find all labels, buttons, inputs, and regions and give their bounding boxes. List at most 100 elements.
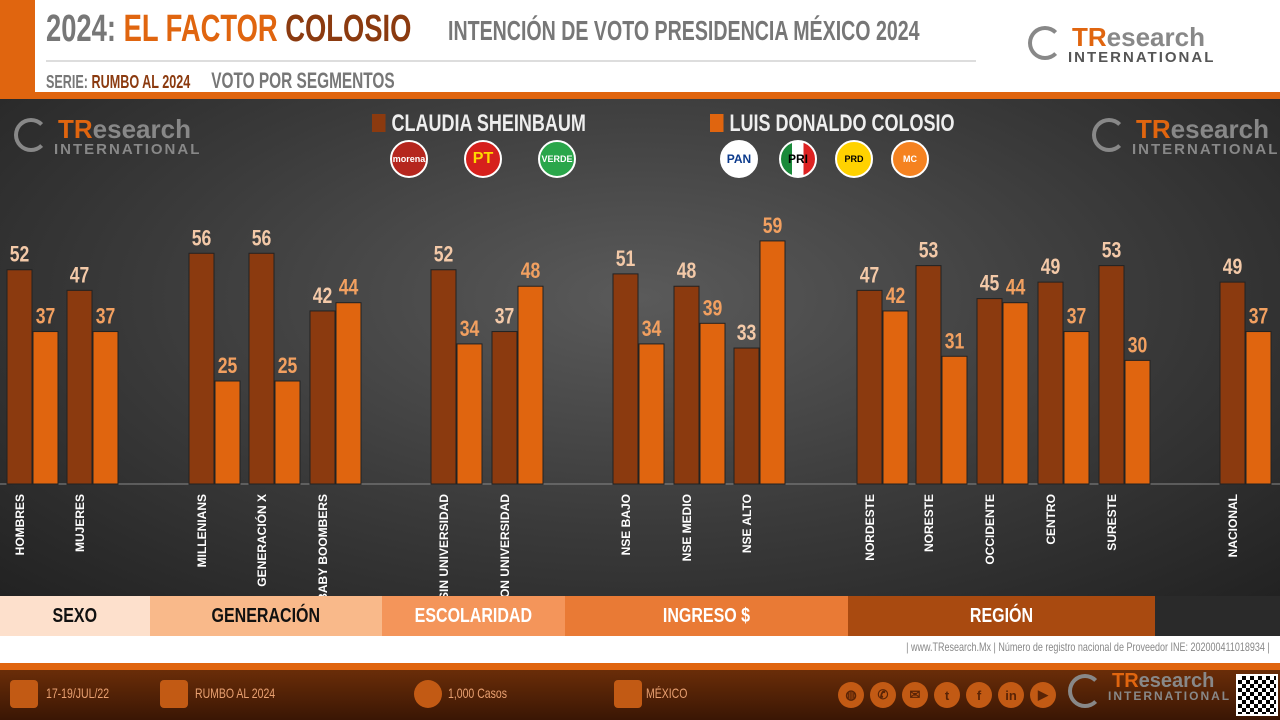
bar-sheinbaum xyxy=(733,347,760,485)
globe-icon[interactable]: ◍ xyxy=(838,682,864,708)
data-label: 33 xyxy=(737,321,757,345)
data-label: 47 xyxy=(70,264,90,288)
bar-sheinbaum xyxy=(1037,281,1064,485)
bar-colosio xyxy=(1245,331,1272,485)
bar-sheinbaum xyxy=(248,252,275,485)
email-icon[interactable]: ✉ xyxy=(902,682,928,708)
facebook-icon[interactable]: f xyxy=(966,682,992,708)
bar-colosio xyxy=(941,355,968,485)
data-label: 31 xyxy=(945,330,965,354)
data-label: 42 xyxy=(313,284,333,308)
data-label: 52 xyxy=(434,243,454,267)
footer-place: MÉXICO xyxy=(646,685,688,701)
category-label: NSE BAJO xyxy=(619,494,633,555)
data-label: 37 xyxy=(1067,305,1087,329)
bar-sheinbaum xyxy=(6,269,33,485)
bar-sheinbaum xyxy=(309,310,336,485)
bar-colosio xyxy=(335,302,362,485)
data-label: 56 xyxy=(252,227,272,251)
data-label: 53 xyxy=(919,239,939,263)
linkedin-icon[interactable]: in xyxy=(998,682,1024,708)
category-label: NORDESTE xyxy=(863,494,877,561)
prd-logo: PRD xyxy=(835,140,873,178)
qr-code[interactable] xyxy=(1236,674,1278,716)
footer-cases: 1,000 Casos xyxy=(448,685,507,701)
category-label: HOMBRES xyxy=(13,494,27,555)
header: 2024: EL FACTOR COLOSIO INTENCIÓN DE VOT… xyxy=(0,0,1280,93)
source-note: | www.TResearch.Mx | Número de registro … xyxy=(906,640,1270,654)
mc-logo: MC xyxy=(891,140,929,178)
group-label: SEXO xyxy=(0,596,150,636)
data-label: 48 xyxy=(521,259,541,283)
data-label: 45 xyxy=(980,272,1000,296)
data-label: 44 xyxy=(339,276,359,300)
tresearch-logo: TResearch INTERNATIONAL xyxy=(1028,22,1215,66)
data-label: 25 xyxy=(218,354,238,378)
data-label: 52 xyxy=(10,243,30,267)
data-label: 51 xyxy=(616,247,636,271)
category-label: CON UNIVERSIDAD xyxy=(498,494,512,596)
bar-colosio xyxy=(214,380,241,485)
category-label: NACIONAL xyxy=(1226,494,1240,557)
category-label: NORESTE xyxy=(922,494,936,552)
data-label: 37 xyxy=(1249,305,1269,329)
category-label: CENTRO xyxy=(1044,494,1058,545)
bar-sheinbaum xyxy=(66,289,93,485)
data-label: 37 xyxy=(495,305,515,329)
tresearch-logo: TResearch INTERNATIONAL xyxy=(1092,114,1279,158)
bar-sheinbaum xyxy=(976,298,1003,485)
tresearch-logo: TResearch INTERNATIONAL xyxy=(1068,670,1231,708)
group-label: ESCOLARIDAD xyxy=(382,596,565,636)
data-label: 56 xyxy=(192,227,212,251)
accent-strip xyxy=(0,0,35,92)
divider xyxy=(0,92,1280,99)
bar-colosio xyxy=(699,322,726,485)
data-label: 25 xyxy=(278,354,298,378)
pt-logo: PT xyxy=(464,140,502,178)
youtube-icon[interactable]: ▶ xyxy=(1030,682,1056,708)
bar-sheinbaum xyxy=(1219,281,1246,485)
verde-logo: VERDE xyxy=(538,140,576,178)
bar-sheinbaum xyxy=(612,273,639,485)
bar-sheinbaum xyxy=(915,265,942,485)
data-label: 59 xyxy=(763,214,783,238)
data-label: 49 xyxy=(1223,255,1243,279)
data-label: 53 xyxy=(1102,239,1122,263)
morena-logo: morena xyxy=(390,140,428,178)
calendar-icon xyxy=(10,680,38,708)
category-label: MUJERES xyxy=(73,494,87,552)
bar-colosio xyxy=(638,343,665,485)
group-label: REGIÓN xyxy=(848,596,1155,636)
category-label: MILLENIANS xyxy=(195,494,209,567)
footer-date: 17-19/JUL/22 xyxy=(46,685,110,701)
twitter-icon[interactable]: t xyxy=(934,682,960,708)
footer-serie: RUMBO AL 2024 xyxy=(195,685,276,701)
page-title: 2024: EL FACTOR COLOSIO xyxy=(46,8,412,50)
divider xyxy=(46,60,976,62)
data-label: 37 xyxy=(96,305,116,329)
bar-sheinbaum xyxy=(188,252,215,485)
bar-colosio xyxy=(1063,331,1090,485)
category-label: NSE MEDIO xyxy=(680,494,694,561)
divider xyxy=(0,663,1280,670)
group-label: INGRESO $ xyxy=(565,596,848,636)
data-label: 30 xyxy=(1128,334,1148,358)
bar-sheinbaum xyxy=(430,269,457,485)
bar-colosio xyxy=(882,310,909,485)
data-label: 49 xyxy=(1041,255,1061,279)
data-label: 34 xyxy=(460,317,480,341)
phone-icon[interactable]: ✆ xyxy=(870,682,896,708)
pan-logo: PAN xyxy=(720,140,758,178)
bar-sheinbaum xyxy=(673,285,700,485)
data-label: 37 xyxy=(36,305,56,329)
chat-chart-icon xyxy=(414,680,442,708)
legend-sheinbaum: CLAUDIA SHEINBAUM xyxy=(372,110,586,138)
data-label: 44 xyxy=(1006,276,1026,300)
bar-colosio xyxy=(456,343,483,485)
report-icon xyxy=(160,680,188,708)
category-label: GENERACIÓN X xyxy=(254,494,269,587)
bar-colosio xyxy=(1002,302,1029,485)
bar-sheinbaum xyxy=(1098,265,1125,485)
category-label: OCCIDENTE xyxy=(983,494,997,565)
map-pin-icon xyxy=(614,680,642,708)
